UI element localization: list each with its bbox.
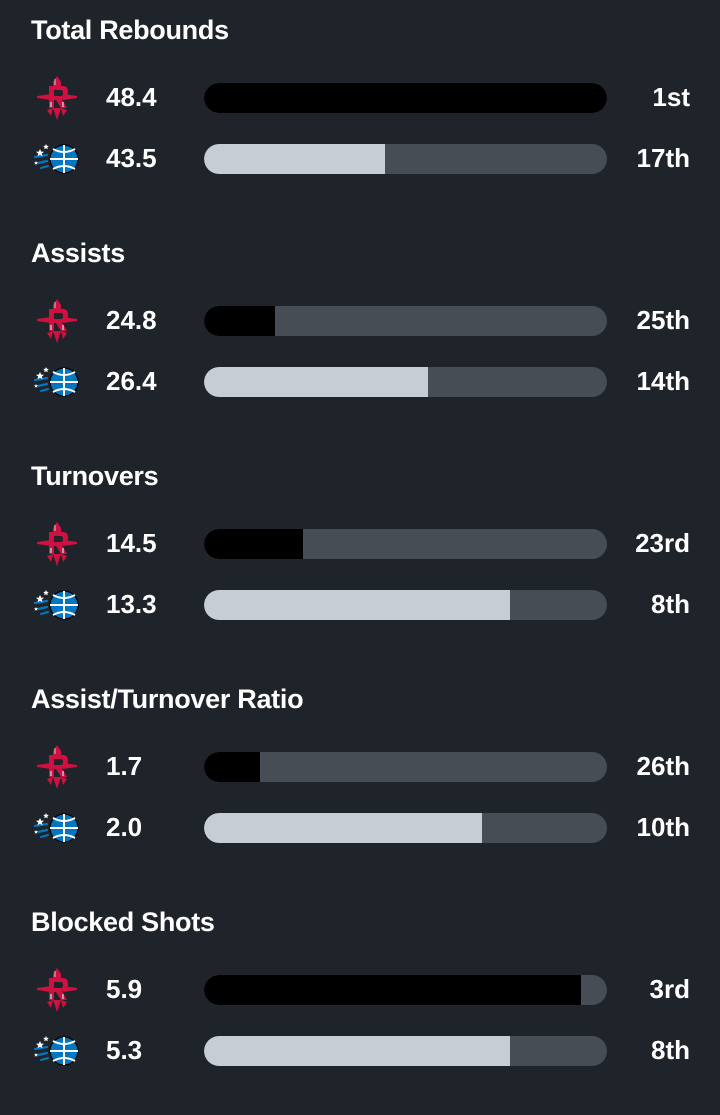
league-rank: 3rd	[649, 974, 690, 1004]
orlando-magic-logo-icon	[33, 1027, 81, 1075]
home-team-row: 5.9 3rd	[0, 966, 720, 1014]
stat-bar-track	[204, 813, 607, 843]
houston-rockets-logo-icon	[33, 74, 81, 122]
league-rank: 23rd	[635, 528, 690, 558]
home-team-row: 1.7 26th	[0, 743, 720, 791]
orlando-magic-logo-icon	[33, 358, 81, 406]
stat-bar-track	[204, 590, 607, 620]
away-team-row: 2.0 10th	[0, 804, 720, 852]
stat-bar-fill	[204, 590, 511, 620]
away-team-row: 43.5 17th	[0, 135, 720, 183]
stat-bar-track	[204, 752, 607, 782]
league-rank: 10th	[636, 812, 690, 842]
stat-section-blocked-shots: Blocked Shots 5.9 3rd 5.3 8th	[0, 892, 720, 1115]
houston-rockets-logo-icon	[33, 743, 81, 791]
stat-section-total-rebounds: Total Rebounds 48.4 1st 43.5 17th	[0, 0, 720, 223]
stat-bar-fill	[204, 144, 386, 174]
stat-bar-fill	[204, 1036, 511, 1066]
league-rank: 14th	[636, 366, 690, 396]
houston-rockets-logo-icon	[33, 966, 81, 1014]
stat-title: Assists	[31, 238, 125, 268]
league-rank: 8th	[651, 589, 690, 619]
stat-title: Assist/Turnover Ratio	[31, 684, 304, 714]
stat-value: 13.3	[106, 589, 157, 619]
home-team-row: 24.8 25th	[0, 297, 720, 345]
home-team-row: 14.5 23rd	[0, 520, 720, 568]
stat-value: 5.3	[106, 1035, 143, 1065]
stat-bar-track	[204, 306, 607, 336]
orlando-magic-logo-icon	[33, 804, 81, 852]
stat-bar-fill	[204, 752, 261, 782]
stat-value: 14.5	[106, 528, 157, 558]
stat-bar-track	[204, 367, 607, 397]
stat-title: Blocked Shots	[31, 907, 215, 937]
league-rank: 25th	[636, 305, 690, 335]
stat-bar-fill	[204, 813, 483, 843]
orlando-magic-logo-icon	[33, 581, 81, 629]
houston-rockets-logo-icon	[33, 520, 81, 568]
stat-value: 24.8	[106, 305, 157, 335]
league-rank: 1st	[652, 82, 690, 112]
away-team-row: 5.3 8th	[0, 1027, 720, 1075]
stat-section-assist-turnover-ratio: Assist/Turnover Ratio 1.7 26th 2.0 10th	[0, 669, 720, 892]
houston-rockets-logo-icon	[33, 297, 81, 345]
stat-title: Total Rebounds	[31, 15, 229, 45]
stat-bar-fill	[204, 306, 275, 336]
stat-bar-track	[204, 83, 607, 113]
stat-bar-track	[204, 1036, 607, 1066]
stat-value: 1.7	[106, 751, 143, 781]
stat-value: 43.5	[106, 143, 157, 173]
stat-value: 5.9	[106, 974, 143, 1004]
stat-section-assists: Assists 24.8 25th 26.4 14th	[0, 223, 720, 446]
stat-value: 48.4	[106, 82, 157, 112]
stat-bar-track	[204, 529, 607, 559]
league-rank: 17th	[636, 143, 690, 173]
away-team-row: 13.3 8th	[0, 581, 720, 629]
stat-bar-track	[204, 144, 607, 174]
stat-bar-fill	[204, 83, 607, 113]
away-team-row: 26.4 14th	[0, 358, 720, 406]
stat-value: 26.4	[106, 366, 157, 396]
league-rank: 8th	[651, 1035, 690, 1065]
home-team-row: 48.4 1st	[0, 74, 720, 122]
stat-section-turnovers: Turnovers 14.5 23rd 13.3 8th	[0, 446, 720, 669]
orlando-magic-logo-icon	[33, 135, 81, 183]
stat-bar-fill	[204, 367, 428, 397]
stat-bar-fill	[204, 529, 303, 559]
stat-value: 2.0	[106, 812, 143, 842]
league-rank: 26th	[636, 751, 690, 781]
stat-title: Turnovers	[31, 461, 159, 491]
stat-bar-fill	[204, 975, 581, 1005]
stat-bar-track	[204, 975, 607, 1005]
